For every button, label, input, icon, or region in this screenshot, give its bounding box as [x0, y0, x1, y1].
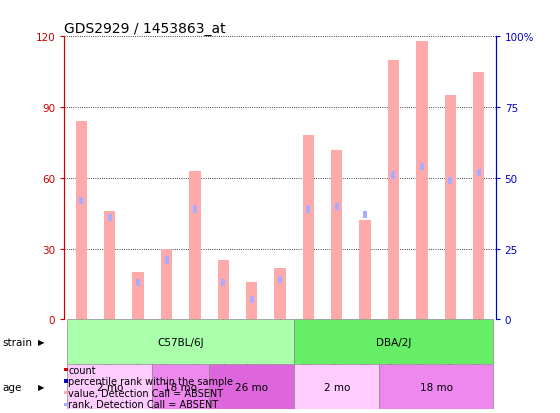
Text: value, Detection Call = ABSENT: value, Detection Call = ABSENT [68, 388, 223, 398]
Bar [306, 206, 310, 213]
Bar [165, 257, 169, 264]
Text: ▶: ▶ [38, 337, 45, 347]
Bar [108, 214, 112, 221]
Bar [477, 169, 480, 176]
Text: 2 mo: 2 mo [324, 382, 350, 392]
Bar [80, 197, 83, 204]
Bar [104, 211, 115, 320]
Bar [294, 320, 493, 364]
Text: ▶: ▶ [38, 382, 45, 391]
Bar [420, 164, 424, 171]
Bar [303, 136, 314, 320]
Text: age: age [3, 382, 22, 392]
Bar [67, 320, 294, 364]
Bar [416, 42, 427, 320]
Text: 2 mo: 2 mo [97, 382, 123, 392]
Text: strain: strain [3, 337, 33, 347]
Bar [133, 273, 144, 320]
Bar [152, 364, 209, 409]
Bar [363, 211, 367, 218]
Bar [246, 282, 257, 320]
Text: count: count [68, 365, 96, 375]
Text: GDS2929 / 1453863_at: GDS2929 / 1453863_at [64, 22, 226, 36]
Bar [193, 206, 197, 213]
Bar [76, 122, 87, 320]
Text: percentile rank within the sample: percentile rank within the sample [68, 376, 234, 386]
Bar [391, 172, 395, 179]
Text: DBA/2J: DBA/2J [376, 337, 411, 347]
Text: rank, Detection Call = ABSENT: rank, Detection Call = ABSENT [68, 399, 219, 409]
Bar [294, 364, 379, 409]
Bar [189, 171, 200, 320]
Text: 26 mo: 26 mo [235, 382, 268, 392]
Bar [278, 277, 282, 284]
Bar [331, 150, 342, 320]
Bar [274, 268, 286, 320]
Bar [209, 364, 294, 409]
Bar [67, 364, 152, 409]
Bar [161, 249, 172, 320]
Bar [448, 178, 452, 185]
Bar [250, 297, 254, 304]
Text: C57BL/6J: C57BL/6J [157, 337, 204, 347]
Bar [335, 203, 339, 210]
Bar [379, 364, 493, 409]
Bar [473, 73, 484, 320]
Bar [360, 221, 371, 320]
Bar [221, 280, 225, 287]
Text: 18 mo: 18 mo [419, 382, 452, 392]
Bar [388, 61, 399, 320]
Bar [136, 280, 140, 287]
Bar [445, 96, 456, 320]
Text: 18 mo: 18 mo [164, 382, 197, 392]
Bar [218, 261, 229, 320]
